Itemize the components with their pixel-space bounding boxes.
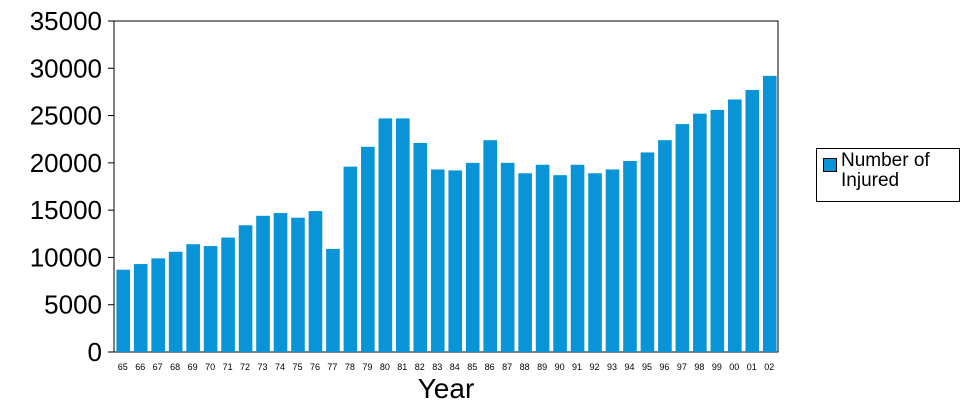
bar-70 xyxy=(203,246,218,352)
x-tick-label: 73 xyxy=(258,362,268,372)
x-tick-label: 67 xyxy=(153,362,163,372)
bar-68 xyxy=(168,251,183,352)
x-tick-label: 89 xyxy=(537,362,547,372)
x-tick-label: 87 xyxy=(502,362,512,372)
x-tick-label: 88 xyxy=(520,362,530,372)
bar-85 xyxy=(465,162,480,352)
y-tick-label: 15000 xyxy=(30,195,102,225)
y-tick-label: 35000 xyxy=(30,6,102,36)
x-tick-label: 76 xyxy=(310,362,320,372)
y-tick-label: 0 xyxy=(88,337,102,367)
bar-86 xyxy=(483,140,497,352)
x-tick-label: 90 xyxy=(555,362,565,372)
x-tick-label: 95 xyxy=(642,362,652,372)
x-tick-label: 65 xyxy=(118,362,128,372)
bar-90 xyxy=(553,175,567,352)
bar-91 xyxy=(570,164,585,352)
bar-98 xyxy=(693,113,707,353)
x-tick-label: 68 xyxy=(170,362,180,372)
x-tick-label: 77 xyxy=(327,362,337,372)
bar-96 xyxy=(658,140,672,352)
bar-00 xyxy=(728,99,742,352)
bar-71 xyxy=(221,237,235,352)
bar-83 xyxy=(430,169,445,352)
y-tick-label: 20000 xyxy=(30,148,102,178)
y-axis: 0 5000 10000 15000 20000 25000 30000 35000 xyxy=(30,6,114,367)
x-tick-label: 81 xyxy=(397,362,407,372)
bar-82 xyxy=(413,142,428,352)
bar-80 xyxy=(378,118,393,352)
x-tick-label: 00 xyxy=(729,362,739,372)
x-axis-label: Year xyxy=(418,373,475,403)
y-tick-label: 30000 xyxy=(30,53,102,83)
x-tick-label: 92 xyxy=(590,362,600,372)
bar-02 xyxy=(762,75,777,352)
bar-72 xyxy=(238,225,253,352)
legend: Number of Injured xyxy=(816,148,960,202)
x-tick-label: 99 xyxy=(712,362,722,372)
x-tick-label: 91 xyxy=(572,362,582,372)
bar-87 xyxy=(500,162,515,352)
x-tick-label: 94 xyxy=(624,362,634,372)
x-tick-label: 79 xyxy=(362,362,372,372)
bar-95 xyxy=(640,152,655,352)
x-tick-label: 98 xyxy=(694,362,704,372)
bar-97 xyxy=(675,124,690,352)
bar-65 xyxy=(116,269,131,352)
bar-78 xyxy=(343,166,358,352)
x-tick-label: 01 xyxy=(747,362,757,372)
x-tick-label: 85 xyxy=(467,362,477,372)
x-tick-label: 83 xyxy=(432,362,442,372)
x-tick-label: 80 xyxy=(380,362,390,372)
y-tick-label: 10000 xyxy=(30,242,102,272)
x-tick-label: 02 xyxy=(764,362,774,372)
plot-frame xyxy=(113,20,779,353)
bar-69 xyxy=(186,244,200,352)
bar-76 xyxy=(308,211,323,352)
bar-66 xyxy=(133,264,148,352)
legend-label: Number of Injured xyxy=(841,150,930,191)
x-tick-label: 78 xyxy=(345,362,355,372)
bar-89 xyxy=(535,164,550,352)
y-tick-label: 5000 xyxy=(44,290,102,320)
bar-81 xyxy=(396,118,410,352)
bars-group xyxy=(116,75,777,353)
bar-73 xyxy=(256,215,270,352)
bar-79 xyxy=(361,146,375,352)
bar-84 xyxy=(448,170,463,352)
bar-93 xyxy=(605,169,620,352)
bar-88 xyxy=(518,173,532,352)
bar-67 xyxy=(151,258,165,352)
x-tick-label: 70 xyxy=(205,362,215,372)
x-tick-label: 86 xyxy=(485,362,495,372)
x-tick-label: 74 xyxy=(275,362,285,372)
x-tick-label: 96 xyxy=(659,362,669,372)
bar-99 xyxy=(710,109,725,352)
bar-77 xyxy=(326,248,340,352)
x-tick-label: 71 xyxy=(223,362,233,372)
x-tick-label: 75 xyxy=(292,362,302,372)
y-tick-label: 25000 xyxy=(30,101,102,131)
bar-92 xyxy=(588,173,602,352)
x-tick-label: 84 xyxy=(450,362,460,372)
x-axis: 65 66 67 68 69 70 71 72 73 74 75 76 77 78 79 80 81 82 83 84… xyxy=(118,362,775,372)
legend-swatch xyxy=(823,158,837,172)
x-tick-label: 66 xyxy=(135,362,145,372)
bar-75 xyxy=(291,217,305,352)
x-tick-label: 69 xyxy=(188,362,198,372)
x-tick-label: 72 xyxy=(240,362,250,372)
bar-01 xyxy=(745,90,760,352)
x-tick-label: 82 xyxy=(415,362,425,372)
bar-94 xyxy=(623,160,637,352)
bar-74 xyxy=(273,212,288,352)
x-tick-label: 93 xyxy=(607,362,617,372)
x-tick-label: 97 xyxy=(677,362,687,372)
